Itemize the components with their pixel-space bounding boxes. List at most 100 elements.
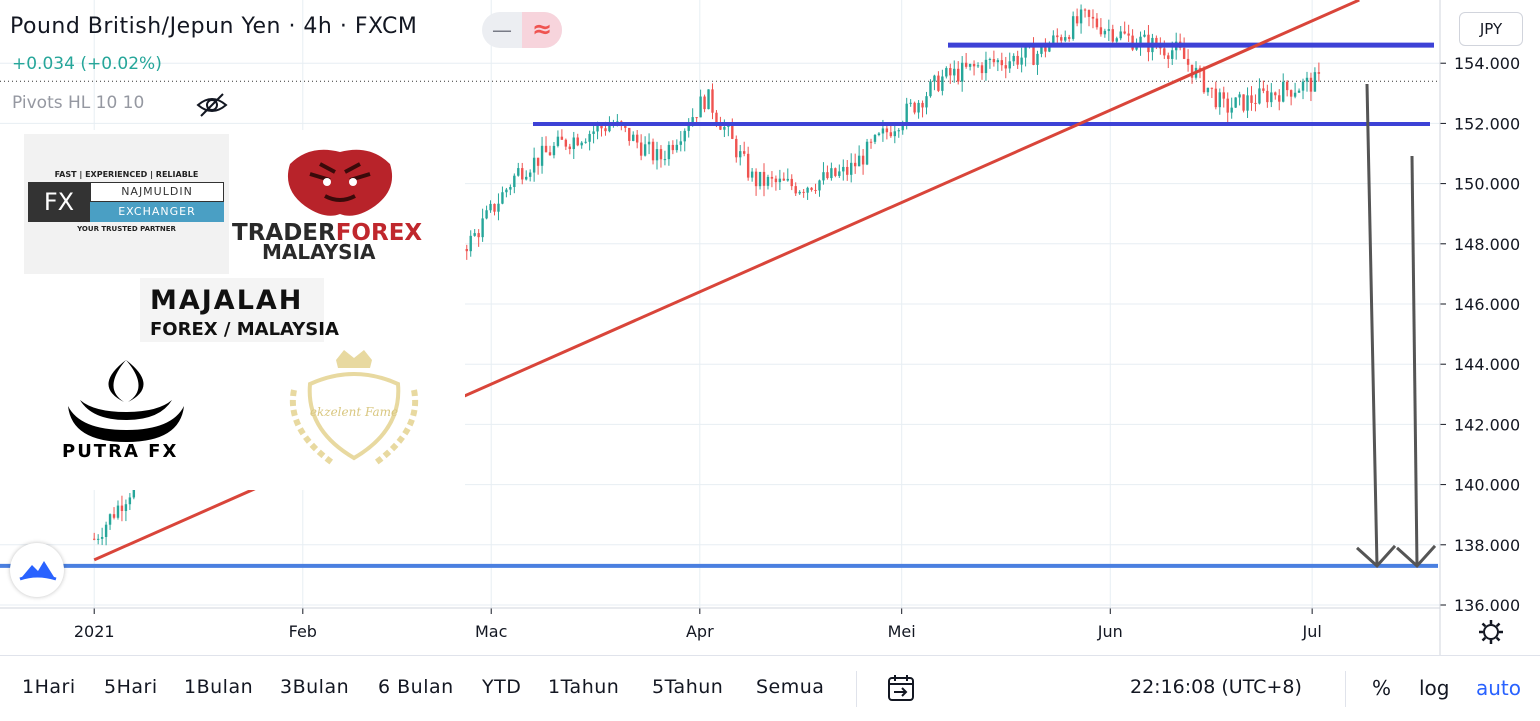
candle-body [513,175,516,188]
candle-body [1119,31,1122,39]
candle-body [988,59,992,61]
trader-word: TRADER [232,220,336,246]
candle-body [679,141,682,145]
indicator-label[interactable]: Pivots HL 10 10 [12,93,145,113]
candle-body [548,152,552,156]
majalah-logo-sub: FOREX / MALAYSIA [150,319,339,340]
majalah-logo-bg [140,278,324,342]
bottom-toolbar [0,655,1540,721]
candle-body [671,144,675,151]
fx-sub: EXCHANGER [90,202,224,222]
candle-body [921,102,924,108]
traderforex-logo-text: TRADERFOREX [232,220,422,246]
candle-body [1270,92,1273,103]
candle-body [881,128,885,134]
candle-body [727,125,730,127]
traderforex-logo-sub: MALAYSIA [262,240,376,264]
candle-body [865,141,869,165]
candle-body [596,125,599,132]
candle-body [1036,53,1039,65]
range-button[interactable]: YTD [482,676,522,698]
candle-body [742,151,746,154]
candle-body [830,168,833,179]
auto-scale-button[interactable]: auto [1476,676,1522,700]
candle-body [1143,34,1146,37]
candle-body [826,172,829,179]
range-button[interactable]: 5Tahun [652,676,724,698]
candle-body [1206,87,1210,93]
candle-body [1230,107,1233,113]
candle-body [120,505,124,512]
candle-body [1139,36,1142,46]
y-tick-label: 146.000 [1454,295,1520,314]
wave-icon[interactable]: ≈ [522,12,562,48]
range-button[interactable]: 1Hari [22,676,76,698]
candle-body [774,178,778,183]
candle-body [909,102,912,104]
chart-type-toggle[interactable]: — ≈ [482,12,562,48]
log-scale-button[interactable]: log [1419,676,1450,700]
candle-body [1123,31,1126,34]
y-tick-label: 136.000 [1454,596,1520,615]
candle-body [822,172,825,181]
candle-body [1111,29,1114,42]
clock-timezone[interactable]: 22:16:08 (UTC+8) [1130,676,1302,698]
range-button[interactable]: 5Hari [104,676,158,698]
candle-body [1155,37,1158,47]
candle-body [655,149,659,161]
range-button[interactable]: 1Bulan [184,676,254,698]
gear-icon[interactable] [1477,618,1505,650]
candle-body [937,75,940,91]
candle-body [647,141,651,145]
currency-select[interactable]: JPY [1459,12,1523,46]
x-tick-label: Mei [888,622,916,641]
tradingview-logo-icon[interactable] [10,543,64,597]
candle-body [1052,35,1055,45]
candle-body [521,168,524,180]
percent-scale-button[interactable]: % [1372,676,1392,700]
range-button[interactable]: Semua [756,676,825,698]
y-tick-label: 138.000 [1454,536,1520,555]
candle-body [968,63,972,67]
candle-body [782,178,786,181]
divider [856,671,857,707]
candle-body [933,75,936,82]
candle-body [532,157,536,173]
crest-text: ekzelent Fame [310,405,398,419]
symbol-title[interactable]: Pound British/Jepun Yen · 4h · FXCM [10,14,418,39]
candle-body [1289,90,1293,97]
range-button[interactable]: 1Tahun [548,676,620,698]
candle-body [806,187,809,193]
candle-body [1254,102,1257,104]
x-tick-label: 2021 [74,622,115,641]
range-button[interactable]: 6 Bulan [378,676,454,698]
candle-body [810,187,813,190]
candle-body [1056,35,1059,38]
najmuldin-logo: FAST | EXPERIENCED | RELIABLE FX NAJMULD… [24,134,229,274]
candle-body [901,123,904,131]
candle-body [1250,95,1253,103]
candle-body [960,62,964,82]
candle-body [984,59,988,74]
x-tick-label: Jul [1301,622,1321,641]
calendar-goto-icon[interactable] [886,673,916,707]
candle-body [1190,64,1194,78]
candle-body [580,142,583,146]
candle-body [1044,44,1047,52]
candle-body [600,125,603,129]
candle-body [1064,37,1067,41]
candle-body [651,141,655,161]
down-arrow [1410,155,1419,566]
candle-body [889,132,893,137]
candle-body [632,134,635,141]
candle-body [945,68,948,77]
range-button[interactable]: 3Bulan [280,676,350,698]
price-change: +0.034 (+0.02%) [12,54,162,74]
candle-body [754,171,758,187]
candle-body [1099,27,1103,35]
minus-icon[interactable]: — [492,18,512,42]
candle-body [663,159,667,161]
candle-body [1305,77,1309,82]
candle-body [1234,97,1237,108]
eye-slash-icon[interactable] [196,92,228,122]
